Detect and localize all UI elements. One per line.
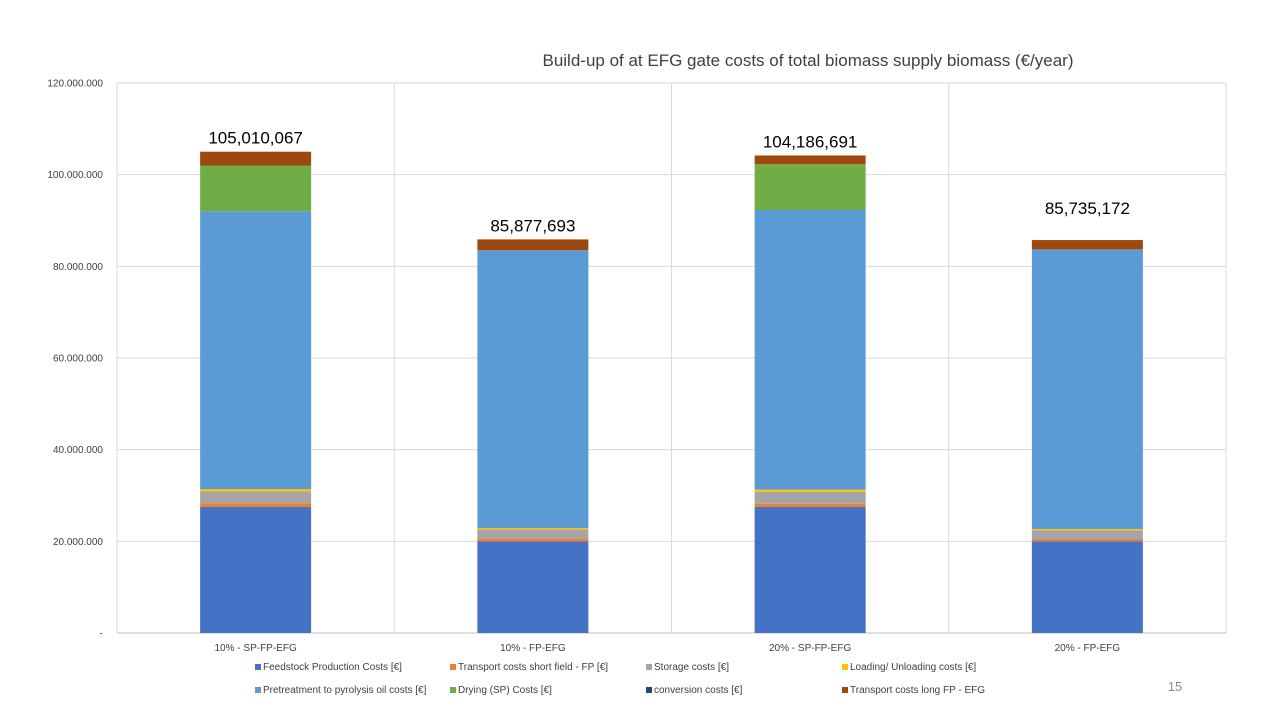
x-tick-label: 20% - SP-FP-EFG	[769, 643, 851, 654]
legend-label: Pretreatment to pyrolysis oil costs [€]	[263, 685, 427, 696]
bar-segment	[477, 250, 589, 529]
x-tick-label: 20% - FP-EFG	[1055, 643, 1121, 654]
bar-segment	[1031, 541, 1143, 633]
legend-swatch	[450, 687, 456, 693]
bar-segment	[477, 541, 589, 633]
data-labels: 10% - SP-FP-EFG 105,010,067 10% - FP-EFG 85…	[208, 129, 1130, 654]
chart-title: Build-up of at EFG gate costs of total b…	[542, 51, 1073, 70]
bar-segment	[200, 503, 312, 507]
bar-segment	[754, 503, 866, 507]
bar-segment	[754, 155, 866, 165]
bar-segment	[754, 164, 866, 210]
bar-segment	[1031, 539, 1143, 542]
bar-total-label: 105,010,067	[208, 129, 303, 148]
legend-swatch	[450, 664, 456, 670]
legend-label: Feedstock Production Costs [€]	[263, 662, 402, 673]
x-tick-label: 10% - FP-EFG	[500, 643, 566, 654]
x-tick-label: 10% - SP-FP-EFG	[215, 643, 297, 654]
legend-label: Transport costs short field - FP [€]	[458, 662, 608, 673]
y-tick-label: -	[100, 629, 103, 640]
y-tick-label: 40.000.000	[53, 445, 103, 456]
y-tick-label: 60.000.000	[53, 354, 103, 365]
legend-swatch	[842, 687, 848, 693]
bar-segment	[754, 506, 866, 633]
bar-segment	[1031, 249, 1143, 529]
bar-segment	[477, 528, 589, 530]
bar-segment	[200, 165, 312, 212]
bar-total-label: 85,877,693	[490, 216, 575, 235]
bar-segment	[1031, 530, 1143, 540]
bar-segment	[200, 506, 312, 633]
legend-label: Transport costs long FP - EFG	[850, 685, 985, 696]
legend: Feedstock Production Costs [€] Transport …	[255, 662, 985, 696]
bar-total-label: 85,735,172	[1045, 199, 1130, 218]
bar-segment	[200, 489, 312, 492]
bar-segment	[200, 491, 312, 504]
bar-segment	[1031, 240, 1143, 250]
bar-segment	[754, 489, 866, 492]
page-number: 15	[1168, 679, 1182, 694]
bar-segment	[200, 211, 312, 490]
legend-swatch	[255, 687, 261, 693]
bars	[200, 151, 1143, 633]
legend-label: conversion costs [€]	[654, 685, 743, 696]
legend-label: Drying (SP) Costs [€]	[458, 685, 552, 696]
bar-segment	[754, 209, 866, 490]
legend-swatch	[646, 664, 652, 670]
legend-swatch	[255, 664, 261, 670]
y-tick-label: 80.000.000	[53, 262, 103, 273]
bar-total-label: 104,186,691	[763, 132, 858, 151]
legend-swatch	[646, 687, 652, 693]
bar-segment	[477, 538, 589, 542]
legend-swatch	[842, 664, 848, 670]
y-tick-label: 100.000.000	[47, 170, 103, 181]
bar-segment	[1031, 528, 1143, 531]
bar-segment	[477, 529, 589, 539]
legend-label: Storage costs [€]	[654, 662, 729, 673]
bar-segment	[754, 491, 866, 504]
bar-segment	[200, 151, 312, 166]
y-tick-label: 20.000.000	[53, 537, 103, 548]
legend-label: Loading/ Unloading costs [€]	[850, 662, 976, 673]
y-tick-label: 120.000.000	[47, 79, 103, 90]
bar-segment	[477, 239, 589, 251]
